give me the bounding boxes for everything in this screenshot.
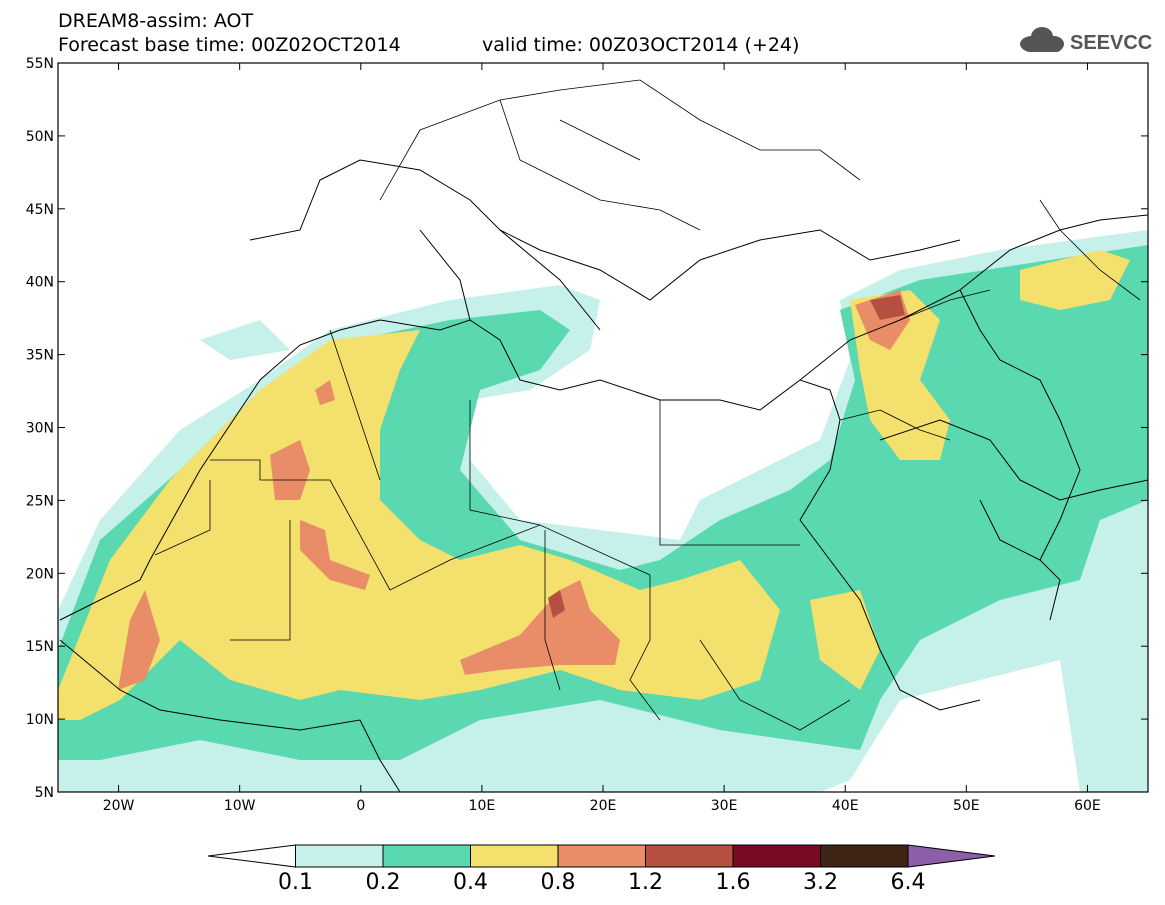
valid-time: valid time: 00Z03OCT2014 (+24) bbox=[482, 34, 800, 56]
lat-label: 10N bbox=[26, 712, 54, 728]
colorbar-label: 1.6 bbox=[715, 870, 751, 895]
colorbar-label: 0.2 bbox=[365, 870, 401, 895]
colorbar-label: 0.8 bbox=[540, 870, 576, 895]
lat-label: 45N bbox=[26, 202, 54, 218]
colorbar-segment bbox=[557, 844, 646, 868]
lat-label: 20N bbox=[26, 566, 54, 582]
colorbar-right-arrow bbox=[907, 844, 996, 868]
lon-axis: 20W 10W 0 10E 20E 30E 40E 50E 60E bbox=[103, 63, 1101, 814]
lon-label: 30E bbox=[711, 798, 738, 814]
lon-label: 10E bbox=[469, 798, 496, 814]
title-line-1: DREAM8-assim: AOT bbox=[58, 10, 254, 32]
seevccc-logo: SEEVCCC bbox=[1020, 27, 1153, 54]
colorbar bbox=[207, 844, 996, 868]
colorbar-segment bbox=[645, 844, 734, 868]
logo-text: SEEVCCC bbox=[1070, 32, 1153, 54]
colorbar-label: 0.1 bbox=[278, 870, 313, 895]
lat-label: 55N bbox=[26, 56, 54, 72]
colorbar-label: 0.4 bbox=[453, 870, 488, 895]
colorbar-left-arrow bbox=[207, 844, 296, 868]
lat-label: 35N bbox=[26, 348, 54, 364]
lon-label: 10W bbox=[224, 798, 256, 814]
colorbar-label: 1.2 bbox=[628, 870, 663, 895]
colorbar-segment bbox=[470, 844, 559, 868]
lon-label: 50E bbox=[953, 798, 980, 814]
lon-label: 40E bbox=[832, 798, 859, 814]
lat-label: 5N bbox=[35, 785, 54, 801]
country-borders bbox=[154, 79, 1141, 731]
title-line-2: Forecast base time: 00Z02OCT2014 bbox=[58, 34, 401, 56]
colorbar-label: 3.2 bbox=[803, 870, 838, 895]
lat-label: 40N bbox=[26, 275, 54, 291]
lat-label: 25N bbox=[26, 493, 54, 509]
coastlines bbox=[59, 159, 1148, 792]
lon-label: 20W bbox=[103, 798, 135, 814]
colorbar-segment bbox=[820, 844, 909, 868]
aot-band-1.2 bbox=[548, 295, 905, 618]
cloud-icon bbox=[1020, 27, 1064, 52]
lon-label: 0 bbox=[356, 798, 365, 814]
colorbar-segment bbox=[732, 844, 821, 868]
lat-label: 50N bbox=[26, 129, 54, 145]
lat-label: 15N bbox=[26, 639, 54, 655]
lon-label: 20E bbox=[590, 798, 617, 814]
colorbar-label: 6.4 bbox=[890, 870, 926, 895]
lat-axis: 55N 50N 45N 40N 35N 30N 25N 20N 15N 10N 5N bbox=[26, 56, 1148, 801]
colorbar-segment bbox=[382, 844, 471, 868]
lon-label: 60E bbox=[1074, 798, 1101, 814]
colorbar-segment bbox=[295, 844, 384, 868]
aot-band-0.8 bbox=[118, 290, 910, 690]
aot-fields bbox=[58, 230, 1148, 792]
lat-label: 30N bbox=[26, 421, 54, 437]
